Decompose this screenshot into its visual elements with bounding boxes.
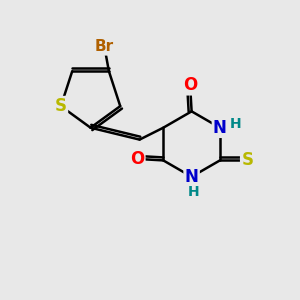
Text: N: N <box>185 168 199 186</box>
Text: Br: Br <box>95 39 114 54</box>
Text: H: H <box>230 117 241 131</box>
Text: O: O <box>130 150 144 168</box>
Text: N: N <box>213 119 227 137</box>
Text: O: O <box>183 76 197 94</box>
Text: S: S <box>241 152 253 169</box>
Text: H: H <box>187 185 199 199</box>
Text: S: S <box>55 97 67 115</box>
